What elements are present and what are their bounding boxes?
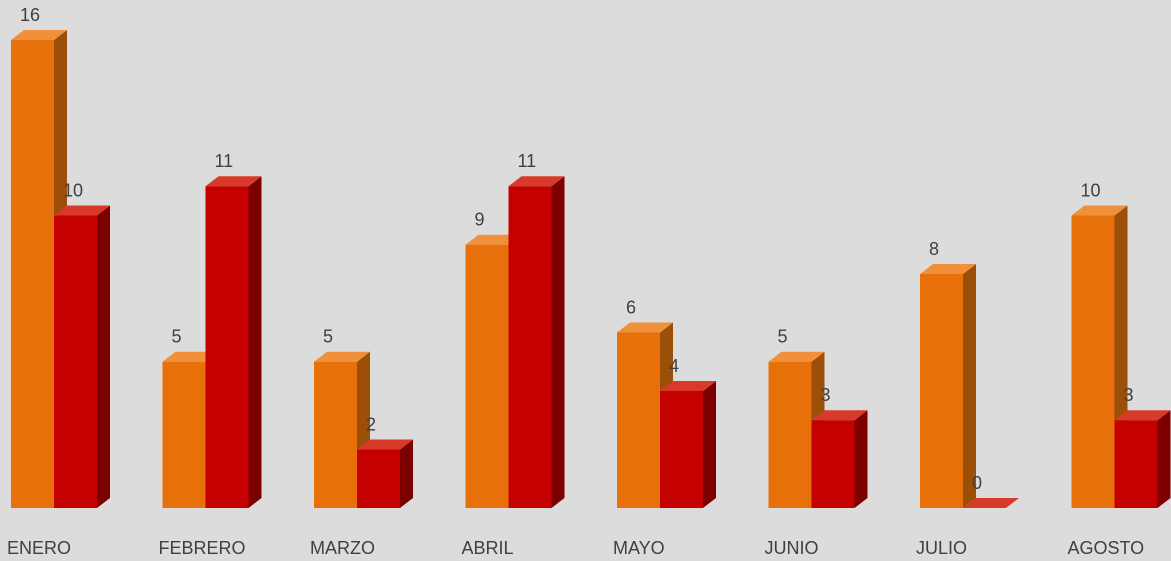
data-label: 5 — [323, 327, 333, 347]
bar — [162, 361, 206, 508]
x-tick-label: MAYO — [613, 538, 665, 558]
bar-side — [963, 264, 976, 508]
bar-top — [314, 351, 370, 362]
bar — [314, 361, 357, 508]
data-label: 11 — [518, 151, 537, 171]
bar — [205, 186, 249, 508]
bar — [617, 332, 660, 508]
bar — [54, 215, 97, 508]
x-tick-label: ABRIL — [462, 538, 514, 558]
bar-top — [963, 498, 1019, 508]
bar-side — [1157, 410, 1171, 508]
bar-side — [551, 176, 565, 508]
bar-side — [97, 205, 110, 508]
data-label: 3 — [1124, 385, 1134, 405]
bar-top — [660, 381, 716, 391]
bar-top — [11, 30, 67, 40]
bar — [11, 40, 54, 508]
bar-top — [508, 176, 565, 187]
data-label: 16 — [20, 5, 40, 25]
bar-side — [400, 439, 413, 508]
bar-top — [1114, 410, 1171, 421]
x-tick-label: JUNIO — [765, 538, 819, 558]
bar — [660, 391, 703, 508]
bar — [1114, 420, 1158, 508]
bar-top — [205, 176, 262, 187]
data-label: 8 — [929, 239, 939, 259]
data-label: 0 — [972, 473, 982, 493]
data-label: 6 — [626, 297, 636, 317]
bar-top — [617, 322, 673, 333]
bar-top — [162, 351, 219, 362]
data-label: 5 — [778, 327, 788, 347]
data-label: 5 — [172, 327, 182, 347]
bar-top — [768, 351, 825, 362]
bar — [357, 449, 400, 508]
bar — [1071, 215, 1115, 508]
x-tick-label: ENERO — [7, 538, 71, 558]
bar-side — [854, 410, 868, 508]
data-label: 10 — [63, 180, 83, 200]
data-label: 10 — [1081, 180, 1101, 200]
data-label: 3 — [821, 385, 831, 405]
data-label: 9 — [475, 210, 485, 230]
bar-top — [357, 439, 413, 450]
bar-side — [703, 381, 716, 508]
data-label: 4 — [669, 356, 679, 376]
bar — [920, 274, 963, 508]
x-tick-label: JULIO — [916, 538, 967, 558]
bar — [768, 361, 812, 508]
bar — [508, 186, 552, 508]
bar-side — [248, 176, 262, 508]
bar — [465, 244, 509, 508]
bar-top — [920, 264, 976, 274]
data-label: 11 — [215, 151, 234, 171]
bar — [811, 420, 855, 508]
x-tick-label: AGOSTO — [1068, 538, 1145, 558]
bar-top — [811, 410, 868, 421]
x-tick-label: MARZO — [310, 538, 375, 558]
bar-top — [54, 205, 110, 216]
bar-top — [465, 234, 522, 245]
data-label: 2 — [366, 414, 376, 434]
x-tick-label: FEBRERO — [159, 538, 246, 558]
bar-top — [1071, 205, 1128, 216]
